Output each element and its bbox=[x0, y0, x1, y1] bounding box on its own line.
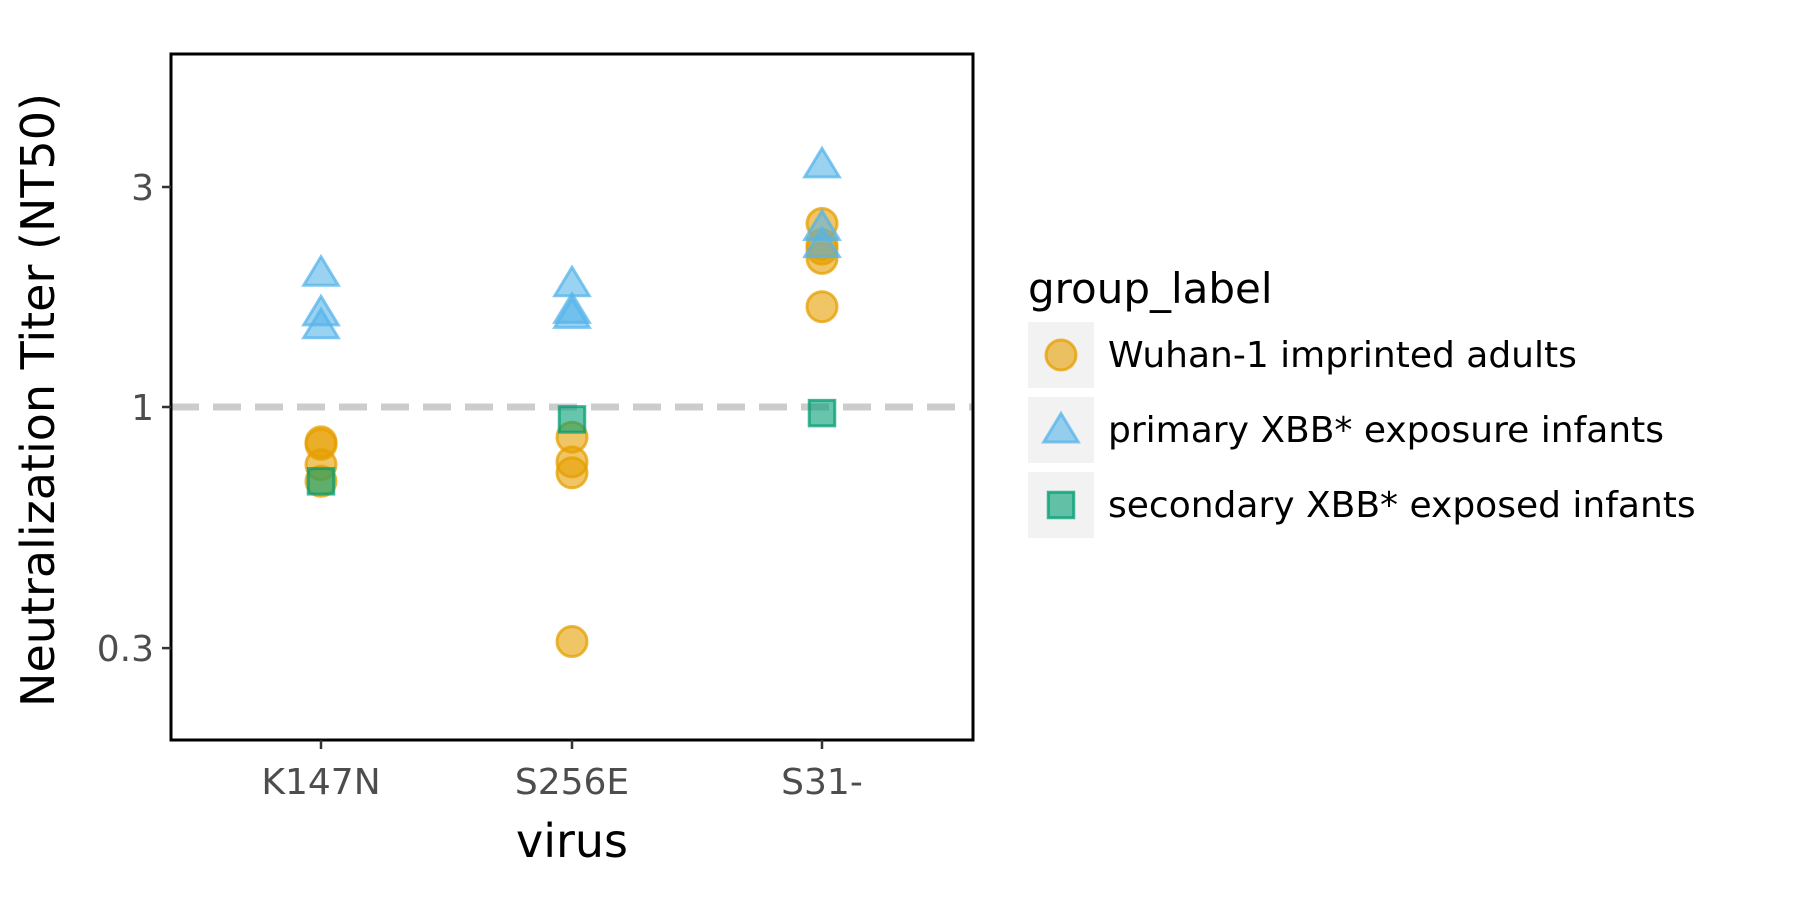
data-point bbox=[805, 290, 839, 324]
legend-marker bbox=[1046, 490, 1076, 520]
data-point bbox=[301, 306, 341, 340]
legend-label: Wuhan-1 imprinted adults bbox=[1108, 335, 1577, 376]
data-point bbox=[802, 225, 842, 259]
data-point bbox=[802, 145, 842, 179]
legend-marker bbox=[1044, 338, 1078, 372]
x-axis-title: virus bbox=[516, 814, 628, 868]
series-1 bbox=[301, 145, 842, 340]
y-tick-label: 1 bbox=[131, 388, 154, 429]
y-axis-title: Neutralization Titer (NT50) bbox=[11, 93, 65, 707]
y-axis: 0.3 1 3 bbox=[97, 168, 171, 670]
data-point bbox=[807, 398, 837, 428]
x-tick-label: S256E bbox=[515, 762, 629, 803]
y-tick-label: 3 bbox=[131, 168, 154, 209]
legend-title: group_label bbox=[1028, 264, 1273, 313]
data-point bbox=[306, 467, 336, 496]
x-tick-label: S31- bbox=[781, 762, 863, 803]
data-point bbox=[301, 253, 341, 287]
y-tick-label: 0.3 bbox=[97, 629, 154, 670]
legend: group_label Wuhan-1 imprinted adults prim… bbox=[1028, 264, 1696, 538]
data-point bbox=[555, 625, 589, 659]
legend-marker bbox=[1041, 410, 1081, 444]
legend-label: primary XBB* exposure infants bbox=[1108, 410, 1664, 451]
data-point bbox=[557, 405, 587, 434]
legend-label: secondary XBB* exposed infants bbox=[1108, 485, 1696, 526]
x-tick-label: K147N bbox=[261, 762, 380, 803]
x-axis: K147N S256E S31- bbox=[261, 740, 863, 803]
data-marks bbox=[171, 145, 973, 659]
data-point bbox=[555, 456, 589, 490]
data-point bbox=[552, 295, 592, 329]
series-2 bbox=[306, 398, 837, 496]
